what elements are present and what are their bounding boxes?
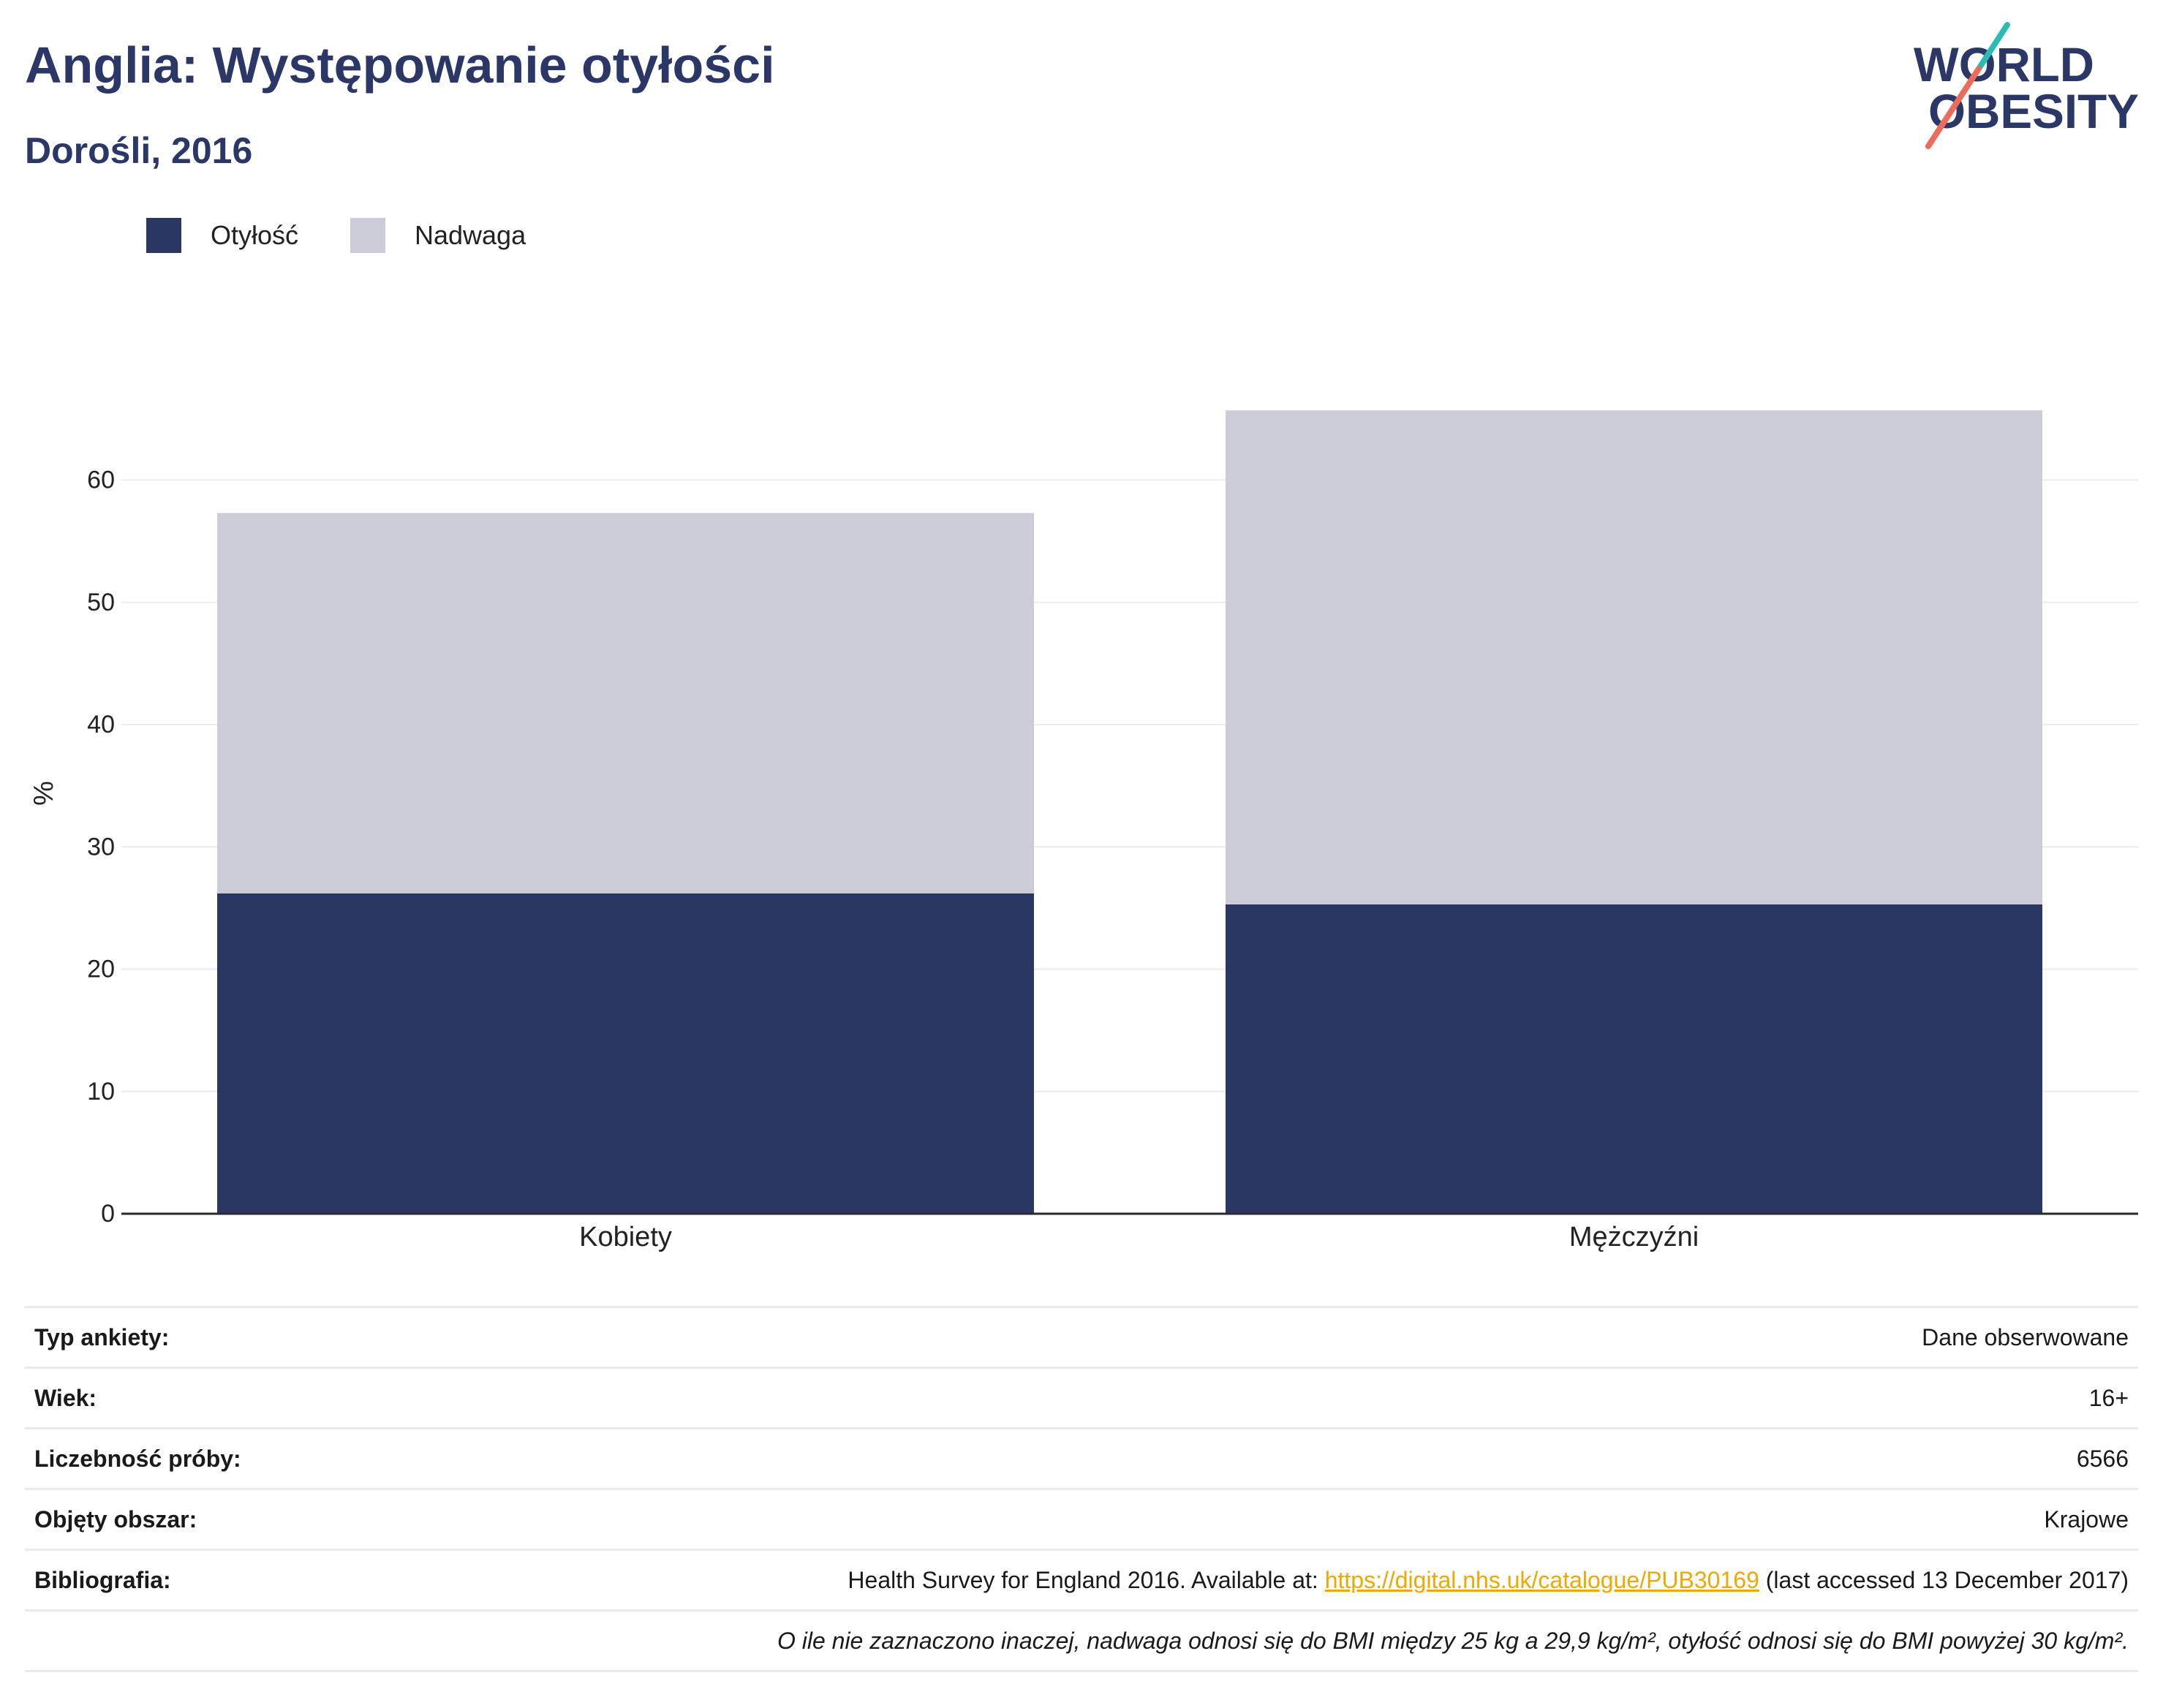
- info-label: Wiek:: [34, 1384, 97, 1411]
- info-row-note: O ile nie zaznaczono inaczej, nadwaga od…: [25, 1609, 2138, 1672]
- bar-segment-s0-c0: [217, 893, 1034, 1214]
- legend-swatch-obesity: [146, 218, 181, 253]
- info-row-bibliography: Bibliografia: Health Survey for England …: [25, 1549, 2138, 1609]
- info-row-coverage: Objęty obszar: Krajowe: [25, 1488, 2138, 1549]
- info-label: Typ ankiety:: [34, 1323, 170, 1350]
- legend-item-overweight[interactable]: Nadwaga: [350, 218, 526, 253]
- info-value: Dane obserwowane: [1922, 1323, 2129, 1350]
- y-tick-label: 20: [87, 956, 115, 983]
- bar-segment-s0-c1: [1226, 904, 2042, 1214]
- legend-item-obesity[interactable]: Otyłość: [146, 218, 298, 253]
- bar-segment-s1-c0: [217, 513, 1034, 893]
- y-tick-label: 40: [87, 711, 115, 738]
- logo-slash-top: [1976, 22, 2010, 72]
- info-row-age: Wiek: 16+: [25, 1367, 2138, 1427]
- world-obesity-logo: WORLD OBESITY: [1914, 22, 2139, 149]
- info-value: 16+: [2088, 1384, 2129, 1411]
- bibliography-link[interactable]: https://digital.nhs.uk/catalogue/PUB3016…: [1324, 1566, 1759, 1593]
- logo-text-obesity: OBESITY: [1928, 84, 2139, 138]
- x-category-label: Mężczyźni: [1569, 1222, 1699, 1252]
- y-tick-label: 60: [87, 466, 115, 494]
- info-row-survey-type: Typ ankiety: Dane obserwowane: [25, 1306, 2138, 1367]
- logo-text-world: WORLD: [1914, 37, 2094, 91]
- info-row-sample-size: Liczebność próby: 6566: [25, 1427, 2138, 1488]
- x-category-label: Kobiety: [579, 1222, 672, 1252]
- logo-slash-bottom: [1925, 66, 1982, 149]
- y-tick-label: 0: [101, 1200, 115, 1228]
- y-axis-label: %: [29, 781, 59, 806]
- y-tick-label: 30: [87, 833, 115, 861]
- survey-info-table: Typ ankiety: Dane obserwowane Wiek: 16+ …: [25, 1306, 2138, 1672]
- bar-segment-s1-c1: [1226, 410, 2042, 904]
- info-label: Liczebność próby:: [34, 1445, 241, 1472]
- y-tick-label: 10: [87, 1078, 115, 1106]
- bmi-definition-note: O ile nie zaznaczono inaczej, nadwaga od…: [777, 1627, 2129, 1654]
- legend-label: Nadwaga: [415, 220, 526, 250]
- bibliography-prefix: Health Survey for England 2016. Availabl…: [848, 1566, 1325, 1593]
- chart-title: Anglia: Występowanie otyłości: [25, 37, 775, 94]
- info-label: Bibliografia:: [34, 1566, 171, 1593]
- bibliography-suffix: (last accessed 13 December 2017): [1759, 1566, 2129, 1593]
- info-value: Krajowe: [2044, 1505, 2129, 1533]
- legend-label: Otyłość: [211, 220, 299, 250]
- bibliography-text: Health Survey for England 2016. Availabl…: [848, 1567, 2129, 1594]
- legend-swatch-overweight: [350, 218, 385, 253]
- stacked-bar-chart: 0 10 20 30 40 50 60 Kobiety Mężczyźni%: [29, 410, 2138, 1252]
- chart-subtitle: Dorośli, 2016: [25, 130, 253, 171]
- info-label: Objęty obszar:: [34, 1505, 197, 1533]
- y-tick-label: 50: [87, 589, 115, 616]
- info-value: 6566: [2076, 1445, 2129, 1472]
